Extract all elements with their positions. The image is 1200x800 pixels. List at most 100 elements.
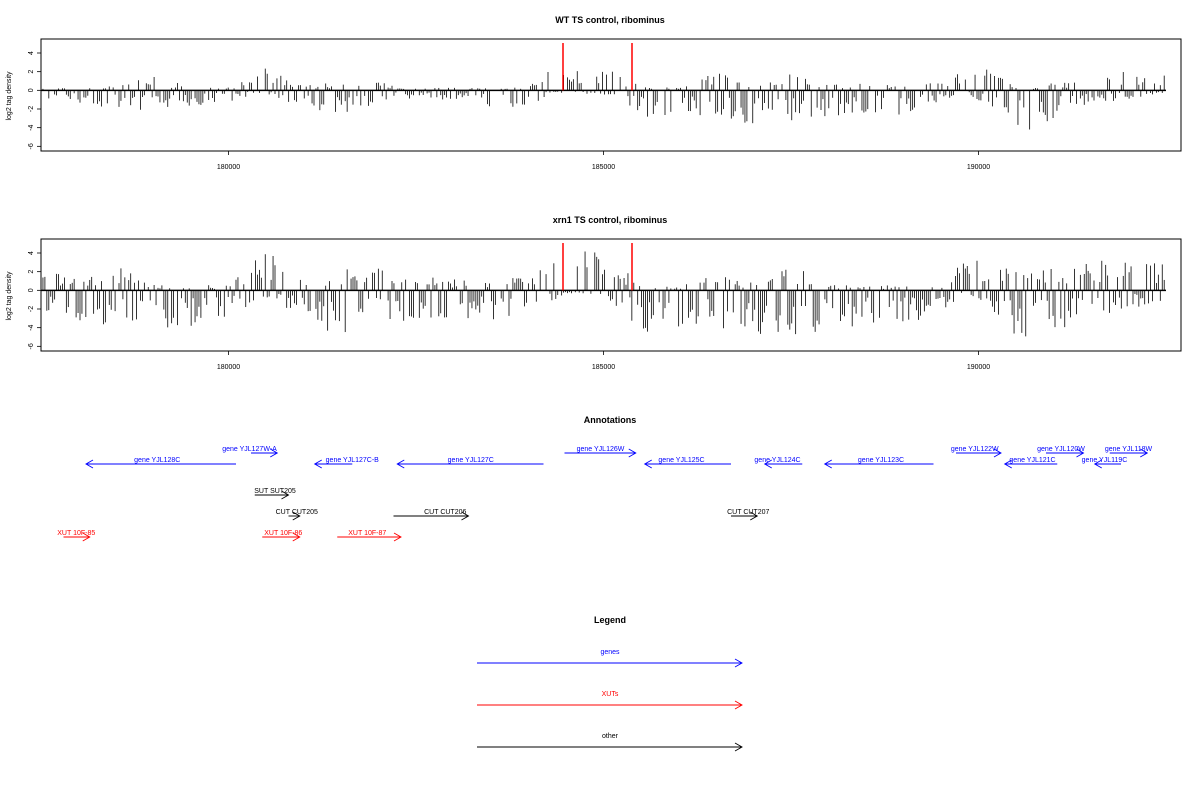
feature-arrow-head <box>281 490 290 500</box>
wt-track-highlights <box>562 43 633 91</box>
feature-arrow-head <box>763 459 772 469</box>
feature-arrow-head <box>823 459 832 469</box>
annotation-feature: gene YJL127W-A <box>222 446 279 458</box>
wt-track-x-tick-label: 180000 <box>217 164 240 171</box>
wt-track-frame <box>40 38 1182 152</box>
xrn1-track-x-tick-label: 180000 <box>217 364 240 371</box>
feature-label: gene YJL125C <box>658 457 704 464</box>
feature-label: SUT SUT205 <box>254 488 296 495</box>
xrn1-track-y-tick-label: -4 <box>28 324 35 330</box>
annotation-feature: CUT CUT205 <box>276 509 318 521</box>
legend-entry: genes <box>477 649 743 668</box>
annotation-feature: gene YJL126W <box>564 446 637 458</box>
feature-label: XUT 10F-87 <box>348 530 386 537</box>
xrn1-track-frame <box>40 238 1182 352</box>
annotation-feature: gene YJL127C <box>396 457 544 469</box>
wt-track-y-tick-label: 0 <box>28 88 35 92</box>
xrn1-track-y-tick-label: 0 <box>28 288 35 292</box>
annotation-feature: gene YJL122W <box>951 446 1002 458</box>
feature-label: CUT CUT205 <box>276 509 318 516</box>
feature-arrow-head <box>1003 459 1012 469</box>
xrn1-track-y-axis: 4 2 0 -2 -4 -6 <box>28 251 41 349</box>
annotation-feature: gene YJL120W <box>1037 446 1085 458</box>
wt-track-bars <box>40 68 1165 130</box>
feature-label: gene YJL119C <box>1082 457 1128 464</box>
wt-track-y-label: log2 tag density <box>6 71 13 121</box>
xrn1-track-y-tick-label: -2 <box>28 306 35 312</box>
legend-label: genes <box>600 649 620 656</box>
feature-arrow-head <box>461 511 470 521</box>
annotation-feature: CUT CUT207 <box>727 509 769 521</box>
annotation-feature: XUT 10F-85 <box>57 530 95 542</box>
feature-arrow-head <box>993 448 1002 458</box>
wt-track-x-axis: 180000 185000 190000 <box>217 151 990 171</box>
feature-label: CUT CUT206 <box>424 509 466 516</box>
feature-arrow-head <box>292 511 301 521</box>
wt-track-y-tick-label: -6 <box>28 143 35 149</box>
xrn1-track-title: xrn1 TS control, ribominus <box>553 215 668 225</box>
annotation-feature: gene YJL119C <box>1082 457 1128 469</box>
feature-label: CUT CUT207 <box>727 509 769 516</box>
feature-label: gene YJL127C-B <box>326 457 380 464</box>
annotation-feature: CUT CUT206 <box>393 509 470 521</box>
feature-label: gene YJL127W-A <box>222 446 277 453</box>
feature-label: gene YJL121C <box>1009 457 1055 464</box>
wt-track-y-tick-label: -2 <box>28 106 35 112</box>
annotations-title: Annotations <box>584 415 637 425</box>
legend-arrow-head <box>734 658 743 668</box>
feature-arrow-head <box>643 459 652 469</box>
feature-label: gene YJL120W <box>1037 446 1085 453</box>
wt-track-x-tick-label: 185000 <box>592 164 615 171</box>
annotation-features: gene YJL128C gene YJL127W-A gene YJL127C-B… <box>57 446 1153 542</box>
feature-arrow-head <box>628 448 637 458</box>
xrn1-track-x-axis: 180000 185000 190000 <box>217 351 990 371</box>
annotation-feature: SUT SUT205 <box>254 488 296 500</box>
xrn1-track-y-label: log2 tag density <box>6 271 13 321</box>
xrn1-track-y-tick-label: 4 <box>28 251 35 255</box>
xrn1-track-y-tick-label: -6 <box>28 343 35 349</box>
feature-arrow-head <box>750 511 759 521</box>
feature-label: gene YJL124C <box>754 457 800 464</box>
legend-label: XUTs <box>602 691 619 698</box>
feature-label: gene YJL128C <box>134 457 180 464</box>
feature-label: XUT 10F-85 <box>57 530 95 537</box>
legend-label: other <box>602 733 619 740</box>
annotation-feature: gene YJL124C <box>754 457 803 469</box>
annotation-feature: gene YJL121C <box>1003 457 1058 469</box>
feature-arrow-head <box>1093 459 1102 469</box>
xrn1-track-x-tick-label: 190000 <box>967 364 990 371</box>
legend-entry: XUTs <box>477 691 743 710</box>
feature-arrow-head <box>292 532 301 542</box>
feature-arrow-head <box>396 459 405 469</box>
legend-entries: genes XUTs other <box>477 649 743 752</box>
xrn1-track-x-tick-label: 185000 <box>592 364 615 371</box>
annotation-feature: gene YJL127C-B <box>313 457 380 469</box>
feature-arrow-head <box>313 459 322 469</box>
xrn1-track-y-tick-label: 2 <box>28 270 35 274</box>
feature-label: gene YJL122W <box>951 446 999 453</box>
wt-track-title: WT TS control, ribominus <box>555 15 665 25</box>
feature-arrow-head <box>270 448 279 458</box>
wt-track-y-axis: 4 2 0 -2 -4 -6 <box>28 51 41 149</box>
feature-arrow-head <box>1140 448 1149 458</box>
annotation-feature: XUT 10F-87 <box>337 530 402 542</box>
wt-track-x-tick-label: 190000 <box>967 164 990 171</box>
feature-arrow-head <box>393 532 402 542</box>
feature-arrow-head <box>85 459 94 469</box>
feature-arrow-head <box>82 532 91 542</box>
feature-label: gene YJL126W <box>577 446 625 453</box>
annotation-feature: XUT 10F-86 <box>262 530 302 542</box>
legend-arrow-head <box>734 700 743 710</box>
xrn1-track-bars <box>42 251 1165 337</box>
feature-label: gene YJL123C <box>858 457 904 464</box>
wt-track-y-tick-label: -4 <box>28 124 35 130</box>
legend-arrow-head <box>734 742 743 752</box>
legend-panel: Legend genes XUTs other <box>477 615 743 752</box>
feature-label: gene YJL118W <box>1105 446 1153 453</box>
feature-arrow-head <box>1076 448 1085 458</box>
wt-track-y-tick-label: 2 <box>28 70 35 74</box>
xrn1-track-highlights <box>562 243 633 291</box>
wt-track-y-tick-label: 4 <box>28 51 35 55</box>
